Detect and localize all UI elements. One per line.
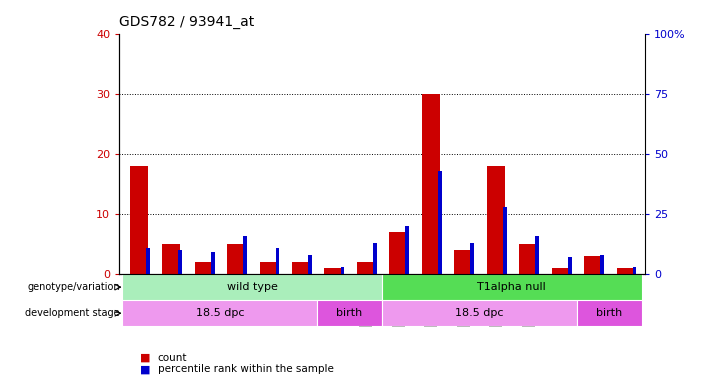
Text: GDS782 / 93941_at: GDS782 / 93941_at <box>119 15 254 29</box>
Bar <box>600 255 604 274</box>
Bar <box>227 244 245 274</box>
Bar <box>130 166 148 274</box>
Bar <box>584 256 602 274</box>
Text: wild type: wild type <box>227 282 278 292</box>
Bar <box>568 257 571 274</box>
Bar <box>519 244 537 274</box>
Bar <box>470 243 474 274</box>
Text: 18.5 dpc: 18.5 dpc <box>455 308 503 318</box>
Bar <box>389 232 407 274</box>
Text: percentile rank within the sample: percentile rank within the sample <box>158 364 334 374</box>
Bar <box>454 250 472 274</box>
Bar <box>341 267 344 274</box>
Bar <box>195 262 212 274</box>
Bar <box>438 171 442 274</box>
Bar <box>357 262 375 274</box>
Bar <box>259 262 278 274</box>
Text: T1alpha null: T1alpha null <box>477 282 546 292</box>
Bar <box>577 300 641 326</box>
Bar <box>373 243 377 274</box>
Bar <box>317 300 382 326</box>
Bar <box>536 236 539 274</box>
Bar <box>292 262 310 274</box>
Bar <box>162 244 180 274</box>
Bar <box>123 274 382 300</box>
Bar <box>243 236 247 274</box>
Bar <box>422 94 440 274</box>
Bar <box>552 268 569 274</box>
Bar <box>382 300 577 326</box>
Bar <box>382 274 641 300</box>
Bar <box>325 268 342 274</box>
Bar <box>178 250 182 274</box>
Bar <box>632 267 637 274</box>
Text: birth: birth <box>336 308 362 318</box>
Bar <box>275 248 280 274</box>
Bar <box>616 268 634 274</box>
Bar <box>123 300 317 326</box>
Bar <box>486 166 505 274</box>
Bar <box>405 226 409 274</box>
Text: 18.5 dpc: 18.5 dpc <box>196 308 244 318</box>
Text: ■: ■ <box>140 364 154 374</box>
Bar <box>308 255 312 274</box>
Bar <box>503 207 507 274</box>
Bar <box>146 248 150 274</box>
Text: genotype/variation: genotype/variation <box>27 282 120 292</box>
Text: birth: birth <box>596 308 622 318</box>
Text: ■: ■ <box>140 353 154 363</box>
Bar <box>211 252 215 274</box>
Text: development stage: development stage <box>25 308 120 318</box>
Text: count: count <box>158 353 187 363</box>
